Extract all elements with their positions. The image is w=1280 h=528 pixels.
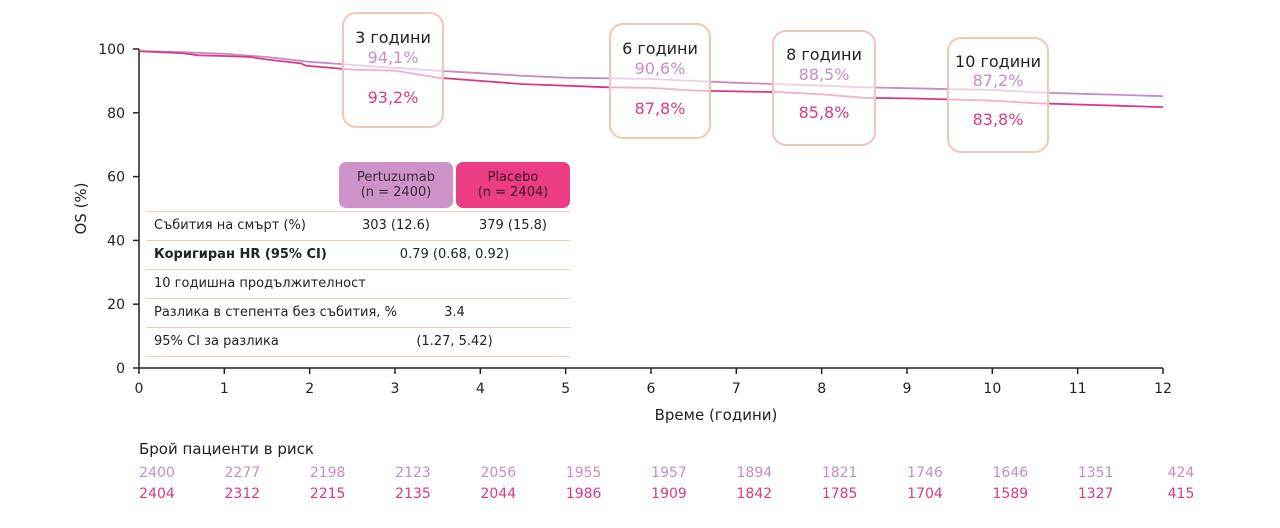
annotation-pertuzumab-value: 90,6% bbox=[634, 59, 686, 78]
risk-placebo-count: 2404 bbox=[139, 486, 175, 502]
risk-placebo-count: 2215 bbox=[309, 486, 346, 502]
x-tick-label: 6 bbox=[647, 381, 656, 397]
table-row-deaths: Събития на смърт (%) 303 (12.6) 379 (15.… bbox=[146, 211, 570, 240]
risk-pertuzumab-count: 1821 bbox=[821, 465, 858, 481]
table-row-hr: Коригиран HR (95% CI) 0.79 (0.68, 0.92) bbox=[146, 240, 570, 269]
x-tick-label: 12 bbox=[1154, 381, 1172, 397]
placebo-header-name: Placebo bbox=[487, 170, 539, 185]
table-row-ci: 95% CI за разлика (1.27, 5.42) bbox=[146, 327, 570, 357]
risk-placebo-count: 2135 bbox=[395, 486, 431, 502]
x-tick-label: 5 bbox=[561, 381, 570, 397]
risk-pertuzumab-count: 2056 bbox=[480, 465, 517, 481]
risk-pertuzumab-count: 1646 bbox=[992, 465, 1029, 481]
annotation-placebo-value: 87,8% bbox=[634, 99, 686, 118]
risk-placebo-count: 2044 bbox=[480, 486, 517, 502]
table-row-10-year: 10 годишна продължителност bbox=[146, 269, 570, 298]
risk-pertuzumab-count: 2400 bbox=[139, 465, 175, 481]
placebo-value: 379 (15.8) bbox=[478, 218, 548, 233]
annotation-pertuzumab-value: 87,2% bbox=[972, 71, 1024, 90]
x-tick-label: 9 bbox=[903, 381, 912, 397]
x-tick-label: 7 bbox=[732, 381, 741, 397]
merged-value: 3.4 bbox=[444, 305, 465, 320]
placebo-header: Placebo (n = 2404) bbox=[456, 162, 570, 208]
pertuzumab-header-n: (n = 2400) bbox=[360, 185, 432, 200]
annotation-pertuzumab-value: 88,5% bbox=[798, 65, 850, 84]
y-tick-label: 60 bbox=[107, 170, 125, 186]
annotation-title: 3 години bbox=[355, 28, 431, 47]
pertuzumab-header: Pertuzumab (n = 2400) bbox=[339, 162, 453, 208]
x-tick-label: 3 bbox=[391, 381, 400, 397]
risk-pertuzumab-count: 2198 bbox=[309, 465, 346, 481]
y-tick-label: 100 bbox=[98, 42, 125, 58]
risk-title: Брой пациенти в риск bbox=[139, 440, 314, 458]
x-tick-label: 1 bbox=[220, 381, 229, 397]
risk-placebo-count: 1704 bbox=[907, 486, 943, 502]
pertuzumab-header-name: Pertuzumab bbox=[357, 170, 435, 185]
x-axis-label: Време (години) bbox=[655, 406, 778, 424]
x-tick-label: 4 bbox=[476, 381, 485, 397]
annotation-title: 10 години bbox=[955, 52, 1041, 71]
risk-placebo-count: 1589 bbox=[992, 486, 1029, 502]
x-tick-label: 8 bbox=[817, 381, 826, 397]
row-label: Коригиран HR (95% CI) bbox=[154, 247, 327, 262]
merged-value: (1.27, 5.42) bbox=[416, 334, 493, 349]
annotation-title: 8 години bbox=[786, 45, 862, 64]
x-tick-label: 0 bbox=[135, 381, 144, 397]
annotation-placebo-value: 93,2% bbox=[367, 88, 419, 107]
risk-placebo-count: 2312 bbox=[224, 486, 261, 502]
risk-placebo-count: 415 bbox=[1167, 486, 1195, 502]
annotation-3-years: 3 години 94,1% 93,2% bbox=[342, 12, 444, 128]
merged-value: 0.79 (0.68, 0.92) bbox=[399, 247, 510, 262]
y-tick-label: 0 bbox=[116, 361, 125, 377]
row-label: 95% CI за разлика bbox=[154, 334, 279, 349]
risk-placebo-count: 1986 bbox=[565, 486, 602, 502]
x-tick-label: 10 bbox=[983, 381, 1001, 397]
risk-pertuzumab-count: 1746 bbox=[907, 465, 943, 481]
risk-pertuzumab-count: 1894 bbox=[736, 465, 773, 481]
x-tick-label: 2 bbox=[305, 381, 314, 397]
risk-placebo-count: 1785 bbox=[821, 486, 858, 502]
annotation-placebo-value: 83,8% bbox=[972, 110, 1024, 129]
y-tick-label: 20 bbox=[107, 297, 125, 313]
placebo-header-n: (n = 2404) bbox=[477, 185, 549, 200]
annotation-pertuzumab-value: 94,1% bbox=[367, 48, 419, 67]
risk-pertuzumab-count: 2123 bbox=[395, 465, 431, 481]
table-row-difference: Разлика в степента без събития, % 3.4 bbox=[146, 298, 570, 327]
row-label: Събития на смърт (%) bbox=[154, 218, 306, 233]
risk-pertuzumab-count: 1351 bbox=[1077, 465, 1114, 481]
risk-pertuzumab-count: 2277 bbox=[224, 465, 261, 481]
risk-pertuzumab-count: 424 bbox=[1167, 465, 1195, 481]
risk-pertuzumab-count: 1957 bbox=[651, 465, 687, 481]
annotation-title: 6 години bbox=[622, 39, 698, 58]
annotation-8-years: 8 години 88,5% 85,8% bbox=[772, 30, 876, 146]
risk-placebo-count: 1842 bbox=[736, 486, 773, 502]
risk-pertuzumab-count: 1955 bbox=[565, 465, 602, 481]
y-tick-label: 40 bbox=[107, 233, 125, 249]
x-tick-label: 11 bbox=[1069, 381, 1087, 397]
annotation-placebo-value: 85,8% bbox=[798, 103, 850, 122]
risk-placebo-count: 1909 bbox=[651, 486, 687, 502]
annotation-10-years: 10 години 87,2% 83,8% bbox=[947, 37, 1049, 153]
pertuzumab-value: 303 (12.6) bbox=[361, 218, 431, 233]
row-label: Разлика в степента без събития, % bbox=[154, 305, 397, 320]
risk-placebo-count: 1327 bbox=[1077, 486, 1114, 502]
annotation-6-years: 6 години 90,6% 87,8% bbox=[609, 23, 711, 139]
y-axis-label: OS (%) bbox=[72, 182, 90, 234]
y-tick-label: 80 bbox=[107, 106, 125, 122]
row-label: 10 годишна продължителност bbox=[154, 276, 366, 291]
